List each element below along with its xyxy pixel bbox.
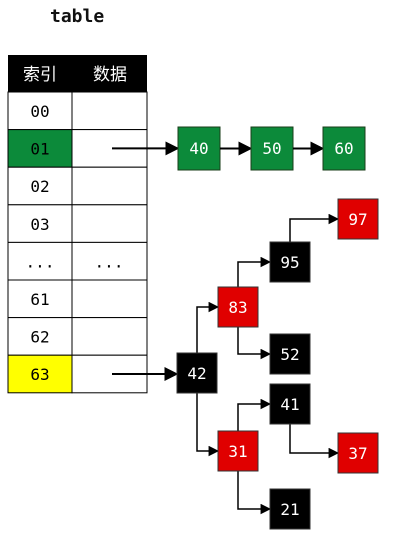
tree-node-label: 83 [228,298,247,317]
table-row: 03 [7,204,148,243]
table-row: 61 [7,279,148,319]
index-label: ... [26,252,55,271]
data-cell [71,279,148,319]
data-cell [71,204,148,243]
list-node: 40 [177,126,221,171]
tree-node: 52 [269,333,311,375]
list-node-label: 40 [189,139,208,158]
table-header: 索引 数据 [8,55,147,92]
tree-edge [237,256,272,287]
list-node-label: 60 [334,139,353,158]
index-cell [7,91,73,131]
data-column-header: 数据 [93,65,127,85]
data-label: ... [95,252,124,271]
tree-node-label: 31 [228,442,247,461]
tree-node: 41 [269,383,311,425]
table-row: 62 [7,317,148,356]
data-cell [71,91,148,131]
tree-node-label: 97 [348,210,367,229]
index-column-header: 索引 [23,65,57,85]
index-cell [7,354,73,394]
tree-node-label: 95 [280,253,299,272]
tree-node-label: 41 [280,395,299,414]
list-node: 50 [250,126,294,171]
index-label: 61 [30,290,49,309]
index-cell [7,241,73,281]
index-label: 01 [30,140,49,159]
tree-edge [289,213,340,242]
list-node: 60 [322,126,366,171]
tree-node: 83 [217,286,259,328]
tree-node: 95 [269,241,311,283]
index-cell [7,204,73,243]
tree-node-label: 52 [280,345,299,364]
hash-table-rows: 00 01 02 03... ... 61 62 63 [7,91,148,394]
data-cell [71,166,148,206]
data-cell [71,317,148,356]
tree-edges [112,213,340,515]
tree-node: 31 [217,430,259,472]
tree-edge [196,301,220,353]
table-row: 02 [7,166,148,206]
index-label: 62 [30,328,49,347]
tree-edge [289,424,340,459]
tree-node: 21 [269,488,311,530]
table-row: 00 [7,91,148,131]
index-label: 02 [30,177,49,196]
index-label: 63 [30,365,49,384]
tree-node-label: 21 [280,500,299,519]
table-row: ...... [7,241,148,281]
index-label: 03 [30,215,49,234]
tree-edge [237,398,272,431]
index-label: 00 [30,102,49,121]
diagram-title: table [50,6,105,27]
tree-edge [237,471,272,515]
tree-node: 97 [337,198,379,240]
tree-node-label: 42 [187,364,206,383]
tree-edge [237,327,272,360]
tree-node-label: 37 [348,444,367,463]
tree-node: 37 [337,432,379,474]
tree-edge [196,393,220,457]
red-black-tree: 42 83 95 97 52 31 41 37 21 [176,198,379,530]
list-node-label: 50 [262,139,281,158]
linked-list: 40 50 60 [112,126,366,171]
tree-node: 42 [176,352,218,394]
